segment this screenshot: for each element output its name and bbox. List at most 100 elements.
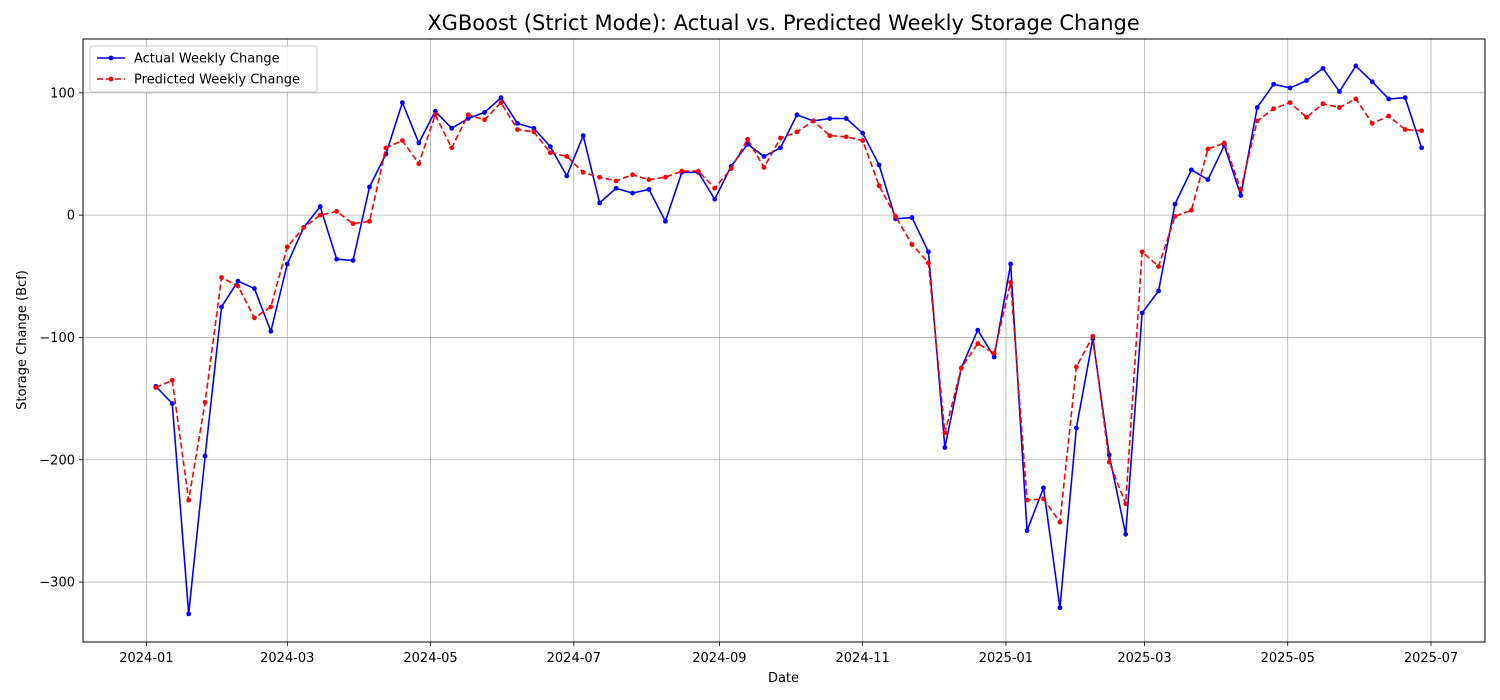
data-point [367, 184, 372, 190]
x-tick-label: 2025-03 [1117, 651, 1171, 666]
y-tick-label: 100 [50, 86, 75, 101]
data-point [515, 120, 520, 126]
data-point [1073, 425, 1079, 431]
data-point [1271, 81, 1277, 87]
data-point [1123, 531, 1129, 537]
data-point [827, 133, 833, 139]
data-point [1369, 79, 1375, 85]
data-point [252, 286, 257, 291]
data-point [1221, 140, 1227, 146]
data-point [531, 129, 537, 135]
y-tick-label: −200 [39, 453, 75, 468]
chart-title: XGBoost (Strict Mode): Actual vs. Predic… [427, 11, 1140, 35]
data-point [876, 183, 882, 189]
legend-box [89, 45, 318, 93]
data-point [1369, 120, 1375, 126]
data-point [1238, 193, 1244, 198]
data-point [202, 399, 208, 405]
data-point [1057, 605, 1063, 611]
data-point [1419, 128, 1424, 134]
data-point [350, 257, 356, 263]
data-point [1353, 63, 1359, 69]
data-point [219, 275, 224, 280]
data-point [1320, 101, 1326, 107]
data-point [876, 162, 882, 168]
data-point [613, 178, 619, 184]
data-point [449, 145, 455, 151]
x-tick-label: 2024-05 [403, 651, 457, 666]
data-point [1041, 485, 1046, 491]
data-point [679, 168, 685, 174]
data-point [1402, 127, 1408, 132]
data-point [1189, 207, 1194, 213]
data-point [1156, 264, 1161, 269]
data-point [1402, 95, 1408, 101]
data-point [909, 215, 915, 220]
data-point [958, 365, 964, 371]
data-point [1304, 78, 1309, 83]
y-axis: −300 −200 −100 0 100 [39, 86, 83, 591]
data-point [909, 242, 915, 247]
legend-label: Actual Weekly Change [134, 52, 280, 67]
data-point [399, 100, 405, 106]
data-point [334, 256, 340, 262]
series-line [155, 98, 1422, 523]
data-point [235, 278, 241, 284]
data-point [1271, 106, 1277, 112]
data-point [1057, 519, 1063, 525]
data-point [284, 244, 290, 250]
data-point [580, 169, 586, 175]
data-point [1419, 145, 1424, 151]
data-point [1172, 201, 1178, 207]
series-line [155, 65, 1423, 615]
data-point [761, 165, 767, 170]
x-tick-label: 2024-09 [692, 651, 746, 666]
data-point [778, 145, 783, 151]
x-tick-label: 2024-01 [119, 651, 173, 666]
data-point [334, 209, 340, 214]
data-point [843, 116, 849, 121]
data-point [153, 385, 159, 390]
data-point [1024, 497, 1030, 503]
data-point [301, 224, 307, 230]
data-point [1008, 280, 1014, 285]
data-point [761, 154, 767, 159]
data-point [942, 445, 948, 450]
data-point [186, 611, 192, 617]
data-point [465, 116, 471, 121]
legend-swatch-marker [108, 76, 114, 82]
data-point [482, 109, 487, 115]
data-point [465, 112, 471, 118]
x-axis: 2024-01 2024-03 2024-05 2024-07 2024-09 2024-… [119, 642, 1458, 666]
data-point [416, 140, 422, 146]
y-tick-label: −100 [39, 331, 75, 346]
data-point [1041, 496, 1046, 502]
data-point [1287, 85, 1293, 91]
data-point [268, 328, 274, 334]
data-point [1024, 528, 1030, 534]
data-point [498, 100, 504, 106]
data-point [745, 136, 750, 142]
data-point [613, 185, 619, 191]
data-point [646, 177, 652, 183]
legend-label: Predicted Weekly Change [134, 73, 300, 88]
data-point [1172, 213, 1178, 219]
series-layer [153, 63, 1424, 617]
data-point [1254, 118, 1260, 124]
data-point [1205, 177, 1211, 183]
data-point [942, 430, 948, 436]
data-point [432, 112, 438, 118]
data-point [432, 108, 438, 114]
data-point [991, 354, 997, 360]
x-tick-label: 2025-01 [979, 651, 1033, 666]
data-point [597, 174, 603, 180]
data-point [1189, 167, 1194, 173]
data-point [547, 150, 553, 156]
data-point [630, 172, 635, 178]
x-tick-label: 2024-07 [547, 651, 601, 666]
data-point [810, 118, 816, 124]
data-point [1073, 364, 1079, 370]
data-point [926, 260, 931, 266]
series-predicted-weekly-change [153, 96, 1424, 525]
